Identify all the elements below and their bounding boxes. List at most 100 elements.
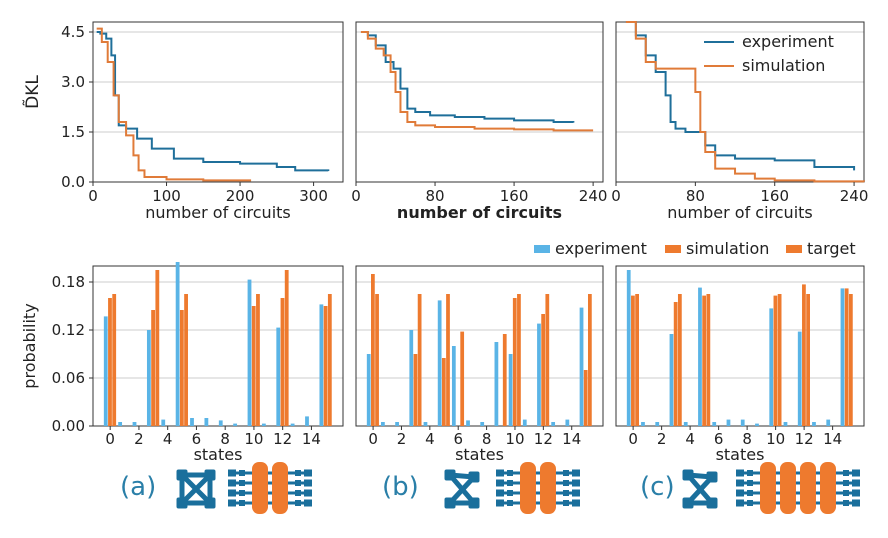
icon-port	[507, 480, 513, 486]
bar-target	[502, 334, 507, 426]
series-line-experiment	[96, 31, 330, 172]
y-axis-label: D̃KL	[22, 75, 43, 109]
icon-port	[572, 469, 580, 477]
legend-swatch-simulation	[665, 245, 681, 253]
icon-port	[736, 469, 744, 477]
x-tick-label: 10	[244, 430, 263, 448]
bar-simulation	[512, 298, 517, 426]
icon-port	[852, 499, 860, 507]
icon-port	[572, 499, 580, 507]
y-tick-label: 0.12	[52, 321, 85, 339]
x-tick-label: 4	[685, 430, 695, 448]
icon-port	[228, 499, 236, 507]
panel-label-c: (c)	[640, 472, 675, 502]
icon-port	[852, 469, 860, 477]
bar-experiment	[261, 423, 266, 426]
x-axis-label: states	[455, 445, 504, 464]
x-tick-label: 0	[351, 187, 361, 205]
bar-simulation	[773, 295, 778, 426]
bar-experiment	[655, 422, 660, 426]
x-tick-label: 0	[611, 187, 621, 205]
x-axis-label: states	[194, 445, 243, 464]
bar-experiment	[551, 422, 556, 426]
bar-simulation	[702, 295, 707, 426]
icon-port	[736, 499, 744, 507]
icon-port	[843, 490, 849, 496]
icon-node	[176, 469, 188, 481]
x-tick-label: 80	[425, 187, 444, 205]
icon-port	[228, 489, 236, 497]
y-tick-label: 0.0	[61, 173, 85, 191]
x-tick-label: 12	[534, 430, 553, 448]
x-tick-label: 160	[760, 187, 789, 205]
bar-experiment	[437, 300, 442, 426]
bar-experiment	[579, 307, 584, 426]
bar-simulation	[151, 310, 156, 426]
bar-simulation	[802, 284, 806, 426]
bar-experiment	[641, 422, 645, 426]
icon-port	[747, 480, 753, 486]
bar-experiment	[712, 422, 717, 426]
circuit-4-layer-icon	[736, 462, 860, 514]
legend-label-experiment: experiment	[555, 239, 647, 258]
plot-frame	[355, 21, 604, 183]
bar-experiment	[783, 422, 788, 426]
icon-port	[747, 500, 753, 506]
icon-port	[239, 490, 245, 496]
icon-port	[852, 489, 860, 497]
icon-port	[572, 489, 580, 497]
bar-experiment	[669, 334, 674, 426]
bar-simulation	[179, 310, 184, 426]
plot-frame	[615, 265, 865, 427]
bar-target	[284, 270, 289, 426]
fully-connected-network-icon	[176, 469, 216, 509]
bar-experiment	[565, 419, 570, 426]
icon-layer-block	[540, 462, 556, 514]
bar-target	[256, 294, 260, 426]
icon-port	[239, 470, 245, 476]
icon-port	[239, 500, 245, 506]
icon-port	[239, 480, 245, 486]
icon-node	[444, 497, 456, 509]
icon-port	[496, 499, 504, 507]
bar-target	[446, 294, 450, 426]
icon-port	[563, 500, 569, 506]
bar-experiment	[276, 327, 281, 426]
bar-experiment	[840, 288, 845, 426]
bar-experiment	[423, 422, 428, 426]
x-tick-label: 10	[766, 430, 785, 448]
bar-experiment	[755, 423, 759, 426]
bar-experiment	[395, 422, 399, 426]
x-tick-label: 0	[368, 430, 378, 448]
x-tick-label: 2	[134, 430, 144, 448]
icon-port	[295, 500, 301, 506]
icon-node	[204, 497, 216, 509]
x-tick-label: 80	[686, 187, 705, 205]
icon-port	[507, 500, 513, 506]
icon-port	[563, 480, 569, 486]
bar-simulation	[844, 288, 849, 426]
bar-experiment	[626, 270, 631, 426]
bar-target	[545, 294, 550, 426]
y-tick-label: 0.18	[52, 273, 85, 291]
bar-experiment	[451, 346, 456, 426]
bar-simulation	[583, 370, 588, 426]
x-tick-label: 0	[88, 187, 98, 205]
bar-experiment	[290, 423, 295, 426]
x-tick-label: 14	[302, 430, 321, 448]
icon-node	[682, 497, 694, 509]
icon-port	[228, 469, 236, 477]
bar-simulation	[371, 274, 375, 426]
bar-experiment	[218, 420, 223, 426]
circuit-2-layer-icon	[496, 462, 580, 514]
x-tick-label: 8	[742, 430, 752, 448]
bar-experiment	[740, 419, 745, 426]
icon-node	[204, 469, 216, 481]
icon-port	[304, 499, 312, 507]
icon-port	[747, 490, 753, 496]
icon-node	[682, 469, 694, 481]
bar-experiment	[466, 420, 470, 426]
bar-experiment	[319, 304, 324, 426]
plot-frame	[355, 265, 604, 427]
bar-experiment	[305, 416, 309, 426]
